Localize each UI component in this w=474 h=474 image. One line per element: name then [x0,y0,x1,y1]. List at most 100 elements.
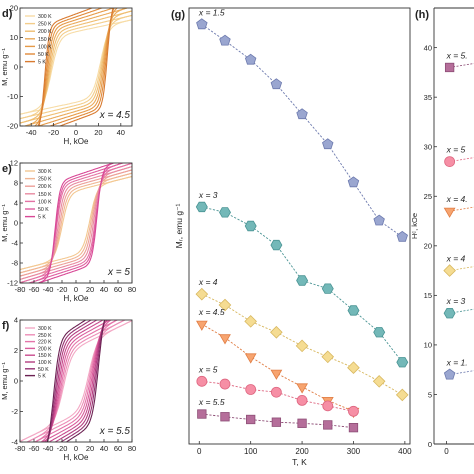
legend-entry-f: 200 K [38,346,52,352]
x-tick-label-h: 0 [444,447,449,456]
loop-f-300K-descending [20,320,132,442]
data-point-x4p5 [296,383,308,394]
x-tick-label-f: -40 [43,444,54,453]
series-label-x4: x = 4 [198,277,218,287]
x-axis-label-g: T, K [292,457,307,467]
data-point-x5p5 [348,422,359,433]
panel-label-e: e) [2,163,12,175]
series-label-h-x5p5: x = 5. [446,50,468,60]
loop-d-50K-ascending [48,8,115,126]
x-tick-label-e: 40 [100,285,108,294]
series-label-h-x3: x = 3 [446,296,466,306]
x-tick-label-d: 20 [94,128,102,137]
legend-entry-f: 50 K [38,367,49,373]
data-point-x1p5 [296,108,308,120]
panel-g: x = 1.5 x = 3 x = 4 x = 4.5 x = 5 x = 5.5 0 100… [171,7,412,467]
y-tick-label-f: 2 [14,346,18,355]
y-tick-label-h: 30 [424,143,432,152]
loop-f-50K-descending [46,320,93,442]
loop-d-250K-descending [20,14,132,120]
data-point-x4p5 [270,369,283,380]
loop-f-150K-ascending [47,320,108,442]
data-point-x3 [396,357,409,368]
data-point-x1p5 [347,176,360,188]
series-label-h-x4p5: x = 4. [446,194,468,204]
loop-f-250K-descending [26,320,126,442]
data-point-h-x5 [444,156,456,167]
x-tick-label-e: -40 [43,285,54,294]
legend-entry-d: 50 K [38,52,49,58]
legend-entry-d: 250 K [38,22,52,28]
data-point-x5p5 [246,414,256,425]
loop-d-5K-descending [38,8,94,126]
data-point-h-x3 [443,307,456,319]
y-tick-label-h: 25 [424,192,432,201]
y-tick-label-f: -2 [11,407,18,416]
x-tick-label-e: -20 [57,285,68,294]
data-point-x5 [270,386,282,398]
panel-label-g: (g) [171,9,185,21]
loop-e-150K-descending [20,166,132,280]
legend-entry-f: 250 K [38,333,52,339]
loops-e [20,163,132,283]
data-point-x5 [296,394,308,406]
panel-label-f: f) [2,320,10,332]
x-tick-label-e: 80 [128,285,136,294]
x-tick-label-g: 0 [197,447,202,456]
data-point-x3 [270,239,283,251]
data-point-h-x5p5 [444,62,455,73]
x-tick-label-g: 100 [244,447,258,456]
legend-entry-e: 50 K [38,207,49,213]
y-tick-label-d: 10 [10,33,18,42]
data-point-x5p5 [271,417,282,427]
x-tick-label-e: 20 [86,285,94,294]
legend-entry-d: 300 K [38,14,52,20]
loop-d-300K-descending [20,19,132,115]
loop-f-100K-ascending [54,320,106,442]
y-axis-label-g: Mᵣ, emu g⁻¹ [174,203,184,248]
series-line-x4 [201,293,403,396]
x-tick-label-d: -40 [26,128,37,137]
data-point-x3 [219,207,231,218]
loop-d-100K-ascending [36,8,119,126]
data-point-x4 [321,350,335,364]
data-point-x5 [348,405,359,417]
x-tick-label-d: 0 [74,128,78,137]
x-axis-label-f: H, kOe [64,453,89,462]
legend-entry-e: 150 K [38,192,52,198]
data-point-x4 [195,287,209,301]
series-label-x5: x = 5 [198,364,218,374]
loop-f-220K-descending [33,320,119,442]
data-point-x4 [218,298,232,312]
series-label-x5p5: x = 5.5 [198,397,225,407]
legend-entry-d: 5 K [38,60,46,66]
data-point-x5 [245,384,257,395]
legend-entry-f: 5 K [38,374,46,380]
loop-d-5K-ascending [58,8,114,126]
y-tick-label-h: 35 [424,93,432,102]
x-tick-label-f: -80 [15,444,26,453]
legend-entry-f: 300 K [38,326,52,332]
y-tick-label-d: -20 [7,122,18,131]
series-line-x1p5 [201,23,403,238]
data-point-x5 [322,400,334,412]
y-tick-label-e: 4 [14,199,18,208]
panel-h: 0 5 10 15 20 25 30 35 40 0 x = 5. x = 5 x = 4. x = 4 x… [410,7,474,456]
y-tick-label-e: -8 [11,259,18,268]
loop-e-250K-descending [20,172,132,274]
y-axis-label-d: M, emu g⁻¹ [0,48,9,86]
legend-entry-f: 220 K [38,340,52,346]
x-tick-label-e: 60 [114,285,122,294]
legend-entry-e: 300 K [38,169,52,175]
legend-entry-d: 200 K [38,29,52,35]
legend-entry-e: 100 K [38,199,52,205]
y-axis-label-e: M, emu g⁻¹ [0,204,9,242]
loop-e-200K-descending [20,169,132,277]
x-tick-label-f: -60 [29,444,40,453]
x-tick-label-f: 80 [128,444,136,453]
y-tick-label-h: 20 [424,242,432,251]
data-point-x1p5 [322,138,334,150]
data-point-x5 [196,375,208,387]
y-tick-label-d: 20 [10,4,18,13]
